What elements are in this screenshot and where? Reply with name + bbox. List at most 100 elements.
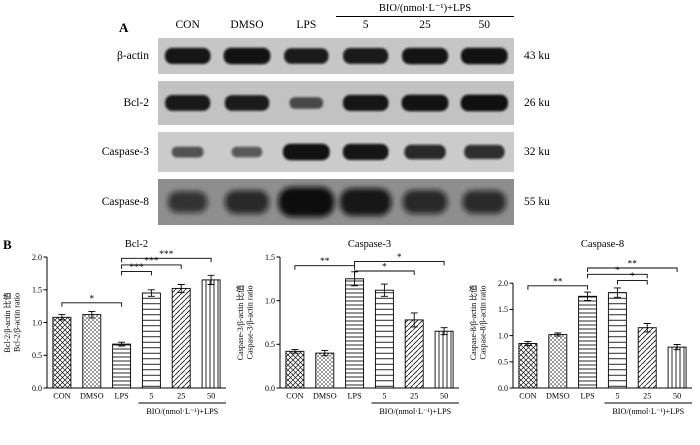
blot-band [342,94,389,112]
y-axis-label-cn: Caspase-3/β-actin 比值 [235,285,245,360]
blot-film [158,179,514,226]
significance-label: *** [144,256,159,266]
blot-band [464,144,505,160]
y-axis-label-cn: Caspase-8/β-actin 比值 [468,285,478,360]
protein-label: β-actin [116,50,149,63]
x-tick-label: CON [53,392,70,401]
significance-bracket [527,285,589,290]
error-bar [58,314,66,321]
y-tick-label: 1.5 [265,253,275,262]
western-blot-caspase3 [158,132,514,173]
blot-band [225,190,269,214]
x-tick-label: 50 [440,392,448,401]
blot-band [404,144,446,160]
significance-label: *** [159,250,174,260]
significance-bracket [354,270,415,276]
protein-label: Caspase-3 [101,146,149,159]
blot-band [460,94,508,112]
panel-b-charts: B Bcl-2 0.0 0.5 1.0 1.5 2.0 Bcl-2/β-actin 比值 Bc… [0,235,700,430]
bar [637,327,657,389]
significance-bracket [587,267,678,273]
error-bar [643,323,651,333]
y-axis-label-en: Caspase-8/β-actin ratio [479,286,488,360]
significance-bracket [121,264,182,269]
chart-title: Bcl-2 [125,239,148,250]
blot-film [158,81,514,126]
y-axis-label-cn: Bcl-2/β-actin 比值 [2,292,12,352]
error-bar [410,312,418,328]
y-tick-label: 1.5 [32,286,42,295]
error-bar [584,291,592,302]
x-tick-label: DMSO [80,392,104,401]
significance-bracket [294,265,356,270]
y-tick-label: 0.0 [265,384,275,393]
bar [285,350,305,389]
significance-bracket [587,273,648,279]
blot-band [284,48,329,64]
y-tick-label: 0.5 [32,351,42,360]
y-tick-label: 1.5 [498,305,508,314]
treatment-header-row: BIO/(nmol·L⁻¹)+LPS [0,3,700,18]
x-tick-label: LPS [115,392,130,401]
lane-label-25: 25 [419,19,431,32]
y-tick-label: 1.0 [265,297,275,306]
significance-label: * [382,263,387,273]
bar [667,346,687,389]
protein-label: Bcl-2 [123,97,149,110]
molecular-weight-label: 26 ku [524,97,550,110]
bar [141,292,161,389]
molecular-weight-label: 55 ku [524,196,550,209]
bar [201,279,221,389]
blot-band [282,143,330,161]
bar [374,289,394,389]
y-tick-label: 0.5 [498,358,508,367]
blot-row-beta-actin: β-actin 43 ku [0,38,700,75]
x-tick-label: 5 [149,392,153,401]
figure: A BIO/(nmol·L⁻¹)+LPS CON DMSO LPS 5 25 5… [0,3,700,430]
error-bar [207,274,215,286]
chart-title: Caspase-8 [581,239,624,250]
bar [82,314,102,389]
error-bar [554,332,562,337]
panel-a-blots: A BIO/(nmol·L⁻¹)+LPS CON DMSO LPS 5 25 5… [0,3,700,226]
bar-chart-caspase8: Caspase-8 0.0 0.5 1.0 1.5 2.0 Caspase-8/β-acti… [468,239,692,416]
treatment-group-label: BIO/(nmol·L⁻¹)+LPS [612,407,684,416]
x-tick-label: CON [519,392,536,401]
blot-band [462,190,506,214]
error-bar [177,284,185,293]
x-tick-label: 50 [207,392,215,401]
western-blot-bcl2 [158,81,514,126]
blot-row-caspase3: Caspase-3 32 ku [0,132,700,173]
significance-label: ** [628,260,638,270]
significance-label: *** [129,263,144,273]
blot-band [171,146,204,158]
molecular-weight-label: 32 ku [524,146,550,159]
blot-film [158,38,514,75]
western-blot-caspase8 [158,179,514,226]
panel-a-label: A [119,20,129,35]
y-axis-label-en: Bcl-2/β-actin ratio [13,293,22,352]
y-tick-label: 1.0 [32,318,42,327]
panel-b-label: B [3,237,12,253]
error-bar [380,283,388,297]
error-bar [524,341,532,347]
significance-label: * [397,253,402,263]
y-tick-label: 0.0 [498,384,508,393]
significance-label: * [615,266,620,276]
blot-band [343,48,389,64]
chart-title: Caspase-3 [348,239,391,250]
significance-bracket [616,280,648,285]
x-tick-label: DMSO [546,392,570,401]
y-tick-label: 2.0 [498,279,508,288]
bar [578,295,598,389]
bar [345,278,365,389]
bar [171,288,191,389]
blot-band [164,47,211,65]
bar [434,330,454,389]
error-bar [321,350,329,357]
y-tick-label: 2.0 [32,253,42,262]
bar [315,352,335,389]
x-tick-label: 25 [177,392,185,401]
blot-band [339,188,392,216]
lane-label-5: 5 [362,19,369,32]
